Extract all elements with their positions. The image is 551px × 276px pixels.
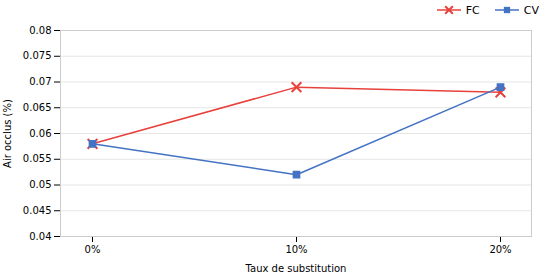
svg-text:Taux de substitution: Taux de substitution <box>245 263 347 274</box>
svg-text:20%: 20% <box>489 244 511 255</box>
svg-text:0%: 0% <box>85 244 101 255</box>
html-text:CV: CV <box>523 3 539 17</box>
svg-text:0.075: 0.075 <box>23 50 52 61</box>
svg-text:Air occlus (%): Air occlus (%) <box>2 99 13 168</box>
svg-text:0.05: 0.05 <box>29 179 51 190</box>
svg-text:0.08: 0.08 <box>29 25 51 36</box>
svg-text:0.045: 0.045 <box>23 205 52 216</box>
html-text:FC: FC <box>465 3 480 17</box>
svg-text:10%: 10% <box>285 244 307 255</box>
svg-text:0.07: 0.07 <box>29 76 51 87</box>
svg-text:0.055: 0.055 <box>23 153 52 164</box>
svg-text:0.065: 0.065 <box>23 102 52 113</box>
svg-text:0.06: 0.06 <box>29 128 51 139</box>
svg-text:0.04: 0.04 <box>29 231 51 242</box>
